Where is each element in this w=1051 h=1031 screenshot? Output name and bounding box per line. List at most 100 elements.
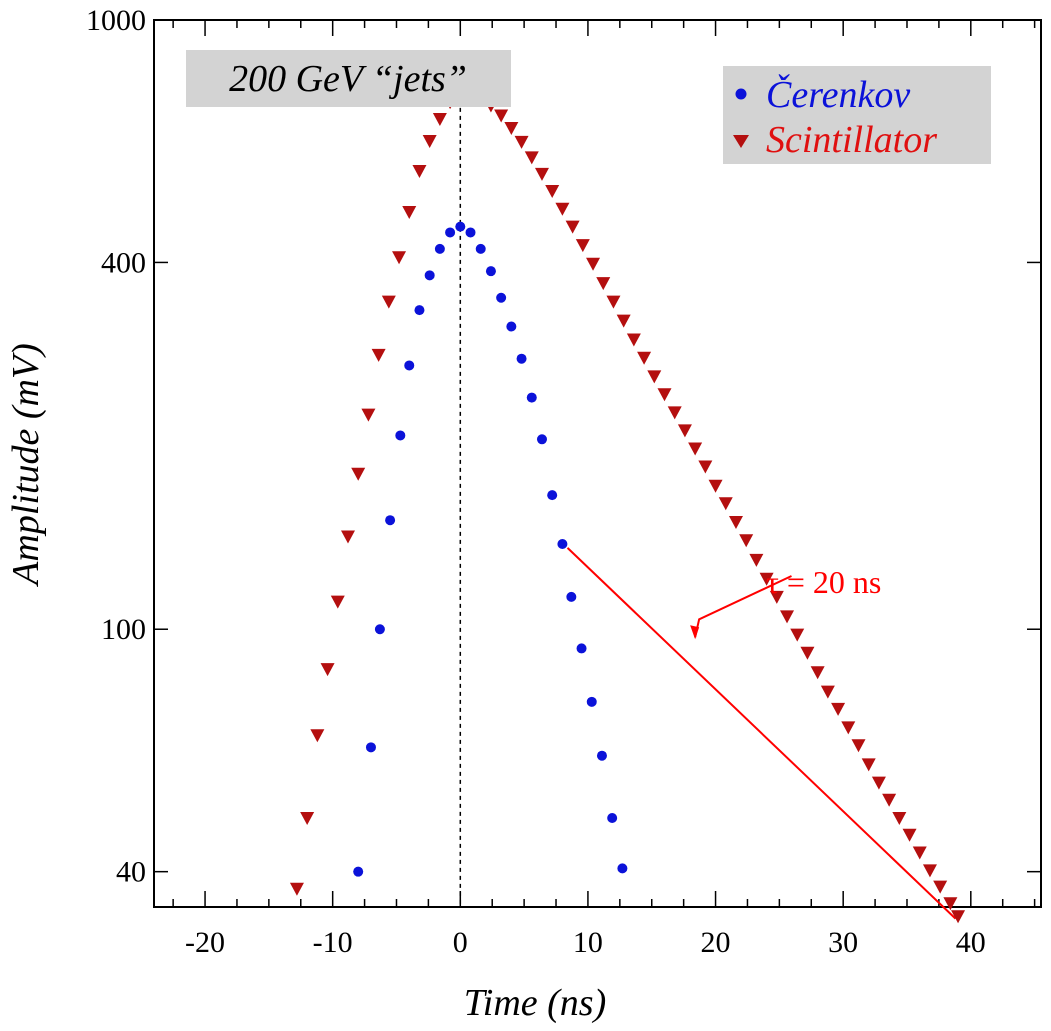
scintillator-point [524, 151, 539, 165]
cerenkov-point [496, 292, 507, 303]
scintillator-point [300, 811, 315, 825]
x-tick-label: 10 [573, 926, 603, 959]
scintillator-point [769, 590, 784, 604]
scintillator-point [351, 467, 366, 481]
cerenkov-point [475, 243, 486, 254]
cerenkov-point [395, 430, 406, 441]
cerenkov-point [404, 360, 415, 371]
scintillator-point [586, 257, 601, 271]
scintillator-point [534, 167, 549, 181]
scintillator-point [412, 165, 427, 179]
y-tick-label: 1000 [86, 4, 146, 37]
scintillator-point [637, 351, 652, 365]
cerenkov-point [557, 539, 568, 550]
scintillator-point [871, 776, 886, 790]
x-tick-label: 40 [956, 926, 986, 959]
scintillator-point [381, 295, 396, 309]
cerenkov-point [374, 624, 385, 635]
scintillator-point [708, 479, 723, 493]
cerenkov-point [506, 321, 517, 332]
legend-marker-scintillator [733, 135, 749, 148]
y-axis-title: Amplitude (mV) [5, 343, 47, 588]
cerenkov-point [485, 266, 496, 277]
scintillator-point [739, 534, 754, 548]
cerenkov-point [607, 812, 618, 823]
scintillator-point [943, 897, 958, 911]
chart-title: 200 GeV “jets” [229, 58, 467, 100]
scintillator-point [677, 424, 692, 438]
scintillator-point [892, 811, 907, 825]
scintillator-point [759, 572, 774, 586]
axis-ticks [154, 19, 1041, 907]
x-axis-title: Time (ns) [464, 982, 607, 1024]
cerenkov-point [424, 270, 435, 281]
cerenkov-point [516, 353, 527, 364]
scintillator-point [902, 828, 917, 842]
scintillator-point [951, 910, 966, 924]
scintillator-point [340, 530, 355, 544]
scintillator-point [647, 370, 662, 384]
cerenkov-point [586, 696, 597, 707]
y-tick-label: 40 [116, 856, 146, 889]
y-tick-label: 100 [101, 613, 146, 646]
scintillator-point [728, 515, 743, 529]
scintillator-point [310, 729, 325, 743]
scintillator-point [361, 408, 376, 422]
scintillator-point [330, 595, 345, 609]
cerenkov-point [434, 243, 445, 254]
scintillator-point [810, 666, 825, 680]
x-tick-label: -20 [185, 926, 225, 959]
cerenkov-point [465, 227, 476, 238]
series-cerenkov-points [353, 221, 628, 877]
scintillator-point [861, 758, 876, 772]
cerenkov-point [414, 305, 425, 316]
scintillator-point [371, 348, 386, 362]
scintillator-point [565, 220, 580, 234]
scintillator-point [718, 497, 733, 511]
scintillator-point [402, 206, 417, 220]
y-tick-labels: 40 100 400 1000 [86, 4, 146, 889]
scintillator-point [790, 628, 805, 642]
legend-marker-cerenkov [735, 88, 747, 100]
scintillator-point [749, 553, 764, 567]
x-tick-label: 30 [828, 926, 858, 959]
series-scintillator-points [289, 85, 966, 924]
cerenkov-point [566, 591, 577, 602]
scintillator-point [800, 646, 815, 660]
legend-label-scintillator: Scintillator [766, 119, 937, 161]
scintillator-point [320, 663, 335, 677]
scintillator-point [596, 277, 611, 291]
scintillator-point [851, 739, 866, 753]
scintillator-point [667, 406, 682, 420]
scintillator-point [575, 239, 590, 253]
cerenkov-point [455, 221, 466, 232]
scintillator-point [494, 109, 509, 123]
cerenkov-point [526, 392, 537, 403]
scintillator-point [780, 610, 795, 624]
scintillator-point [698, 460, 713, 474]
scintillator-point [841, 721, 856, 735]
x-tick-labels: -20 -10 0 10 20 30 40 [185, 926, 986, 959]
title-box-background [186, 50, 511, 107]
scintillator-point [882, 793, 897, 807]
scintillator-point [545, 184, 560, 198]
scintillator-point [688, 442, 703, 456]
x-tick-label: 20 [701, 926, 731, 959]
decay-time-annotation: τ = 20 ns [766, 564, 881, 600]
scintillator-point [912, 846, 927, 860]
y-tick-label: 400 [101, 246, 146, 279]
scintillator-point [657, 388, 672, 402]
cerenkov-point [353, 866, 364, 877]
cerenkov-point [596, 750, 607, 761]
scintillator-point [289, 882, 304, 896]
scintillator-point [922, 864, 937, 878]
cerenkov-point [617, 863, 628, 874]
scintillator-point [616, 314, 631, 328]
scintillator-point [422, 134, 437, 148]
x-tick-label: -10 [313, 926, 353, 959]
scintillator-point [626, 333, 641, 347]
scintillator-point [504, 121, 519, 135]
cerenkov-point [536, 434, 547, 445]
scintillator-point [555, 202, 570, 216]
